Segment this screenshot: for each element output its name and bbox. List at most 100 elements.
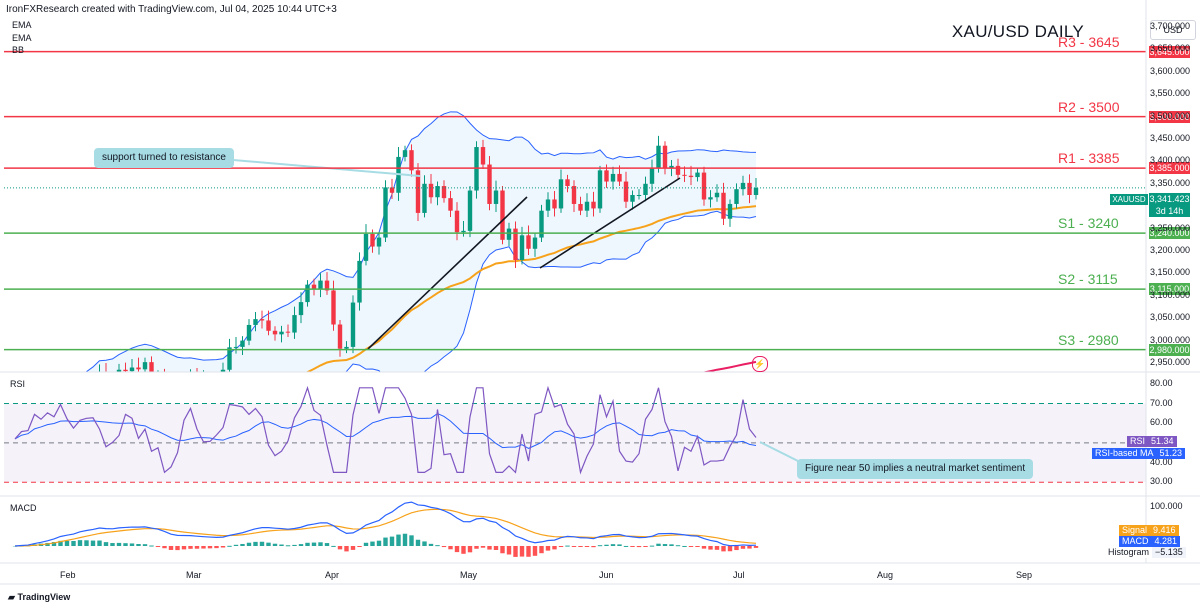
candle[interactable] [383, 180, 388, 243]
candle[interactable] [279, 325, 284, 343]
candle[interactable] [240, 336, 245, 355]
candle[interactable] [208, 374, 212, 384]
candle[interactable] [753, 177, 759, 200]
uptrend-line-2[interactable] [539, 177, 681, 269]
candle[interactable] [474, 141, 479, 199]
candle[interactable] [675, 158, 681, 180]
candle[interactable] [149, 356, 154, 383]
candle[interactable] [233, 337, 239, 354]
candle[interactable] [545, 192, 551, 217]
candle[interactable] [480, 139, 486, 170]
candle[interactable] [220, 362, 226, 386]
candle[interactable] [565, 174, 570, 193]
candle[interactable] [630, 190, 635, 210]
candle[interactable] [402, 145, 408, 162]
candle[interactable] [688, 165, 694, 186]
indicator-bb-label[interactable]: BB [12, 45, 25, 55]
candle[interactable] [253, 311, 258, 332]
candle[interactable] [136, 357, 141, 376]
macd-pane-title[interactable]: MACD [10, 503, 37, 513]
candle[interactable] [324, 272, 330, 295]
candle[interactable] [591, 191, 596, 217]
candle[interactable] [129, 359, 135, 376]
candle[interactable] [558, 169, 564, 213]
candle[interactable] [461, 220, 466, 237]
candle[interactable] [636, 189, 642, 200]
candle[interactable] [188, 369, 192, 382]
candle[interactable] [311, 278, 317, 296]
candle[interactable] [435, 181, 440, 206]
candle[interactable] [714, 184, 720, 202]
candle[interactable] [526, 225, 531, 256]
candle[interactable] [597, 165, 603, 213]
candle[interactable] [448, 190, 453, 217]
candle[interactable] [272, 326, 278, 341]
candle[interactable] [97, 364, 101, 389]
candle[interactable] [695, 168, 700, 182]
candle[interactable] [422, 175, 427, 218]
candle[interactable] [584, 193, 590, 217]
candle[interactable] [84, 376, 88, 394]
candle[interactable] [467, 186, 473, 238]
candle[interactable] [195, 367, 199, 387]
event-flash-icon[interactable]: ⚡ [752, 356, 768, 372]
candle[interactable] [708, 190, 713, 208]
candle[interactable] [292, 306, 297, 339]
candle[interactable] [493, 180, 499, 213]
candle[interactable] [91, 376, 95, 391]
candle[interactable] [727, 199, 733, 227]
candle[interactable] [539, 204, 544, 243]
candle[interactable] [376, 231, 382, 255]
candle[interactable] [454, 202, 460, 241]
candle[interactable] [649, 159, 655, 192]
candle[interactable] [259, 310, 265, 329]
candle[interactable] [500, 186, 505, 245]
indicator-ema-slow-label[interactable]: EMA [12, 33, 32, 43]
candle[interactable] [246, 319, 252, 346]
candle[interactable] [747, 174, 752, 204]
candle[interactable] [656, 135, 661, 173]
candle[interactable] [623, 171, 629, 208]
candle[interactable] [227, 338, 232, 374]
currency-selector[interactable]: USD [1150, 20, 1196, 40]
candle[interactable] [285, 324, 291, 338]
candle[interactable] [344, 341, 349, 354]
candle[interactable] [214, 371, 218, 385]
candle[interactable] [409, 144, 414, 177]
candle[interactable] [116, 363, 122, 393]
candle[interactable] [389, 178, 395, 200]
candle[interactable] [740, 175, 746, 196]
candle[interactable] [532, 233, 538, 257]
candle[interactable] [182, 371, 186, 398]
candle[interactable] [571, 180, 577, 213]
candle[interactable] [701, 166, 707, 206]
candle[interactable] [415, 163, 421, 221]
candle[interactable] [142, 357, 148, 378]
candle[interactable] [441, 180, 447, 203]
candle[interactable] [123, 362, 128, 380]
candle[interactable] [682, 166, 687, 183]
candle[interactable] [162, 368, 166, 403]
candle[interactable] [318, 273, 323, 298]
candle[interactable] [363, 224, 369, 266]
candle[interactable] [721, 182, 726, 226]
candle[interactable] [578, 196, 583, 216]
candle[interactable] [513, 221, 518, 269]
candle[interactable] [487, 156, 492, 211]
uptrend-line-1[interactable] [367, 196, 528, 350]
candle[interactable] [552, 190, 557, 217]
rsi-pane-title[interactable]: RSI [10, 379, 26, 389]
candle[interactable] [506, 222, 512, 247]
candle[interactable] [357, 252, 362, 311]
candle[interactable] [337, 320, 343, 357]
candle[interactable] [350, 295, 356, 354]
candle[interactable] [305, 280, 310, 307]
candle[interactable] [610, 166, 616, 190]
candle[interactable] [266, 310, 271, 336]
indicator-ema-fast-label[interactable]: EMA [12, 20, 32, 30]
candle[interactable] [104, 363, 108, 402]
price-pane[interactable] [4, 50, 1146, 509]
candle[interactable] [110, 382, 114, 398]
candle[interactable] [428, 173, 434, 204]
